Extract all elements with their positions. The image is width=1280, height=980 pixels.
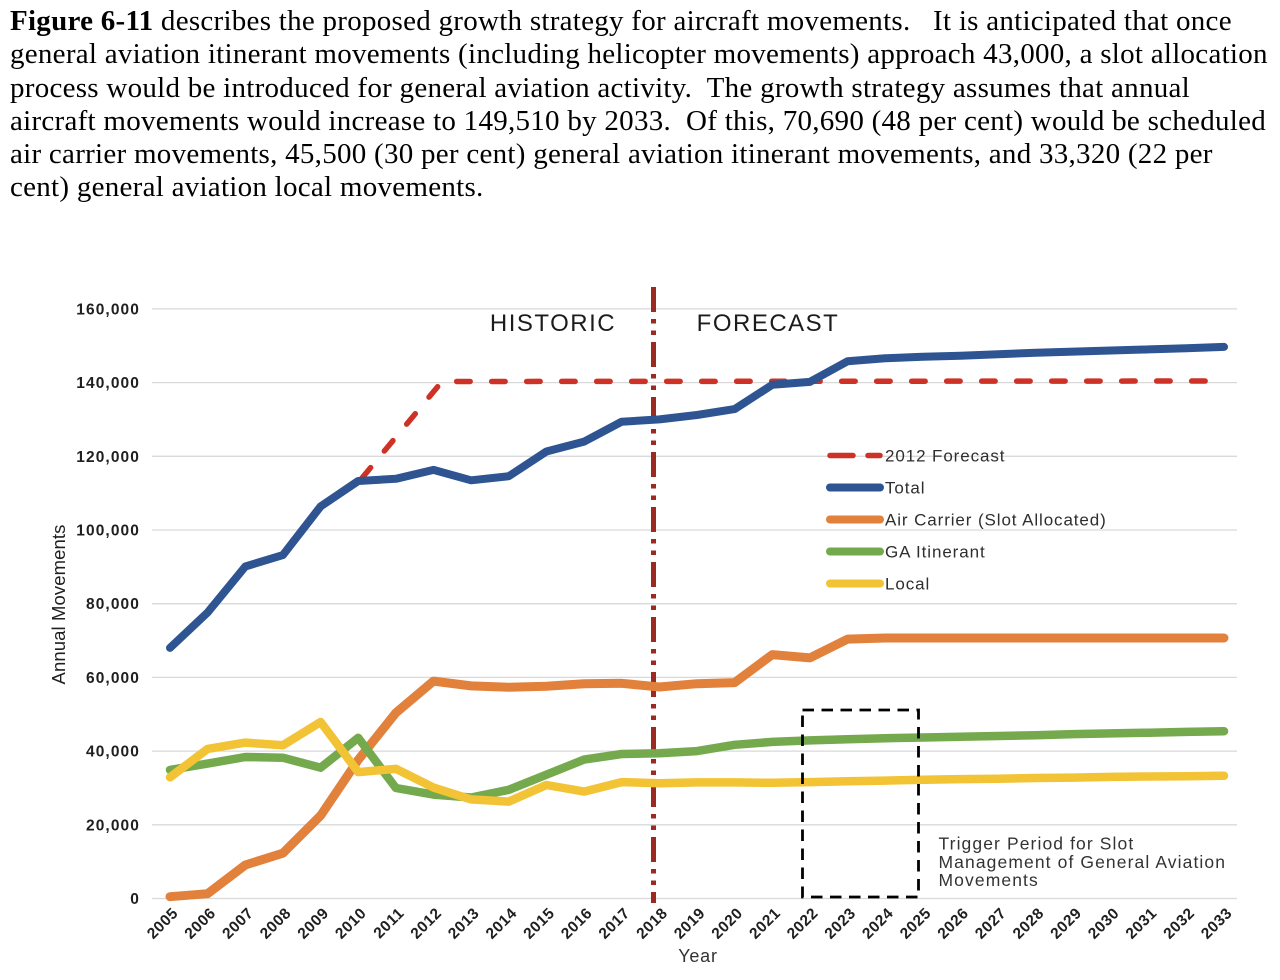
svg-text:Movements: Movements — [939, 870, 1039, 890]
svg-text:2016: 2016 — [558, 905, 596, 943]
svg-text:2027: 2027 — [972, 905, 1010, 943]
svg-text:2025: 2025 — [897, 905, 935, 943]
svg-text:2022: 2022 — [784, 905, 822, 943]
svg-text:Local: Local — [885, 575, 930, 594]
svg-text:100,000: 100,000 — [76, 523, 140, 540]
svg-text:2006: 2006 — [182, 905, 220, 943]
svg-text:2012: 2012 — [408, 905, 446, 943]
svg-text:2032: 2032 — [1160, 905, 1198, 943]
svg-text:120,000: 120,000 — [76, 449, 140, 466]
svg-text:HISTORIC: HISTORIC — [490, 310, 616, 337]
svg-text:140,000: 140,000 — [76, 375, 140, 392]
svg-text:160,000: 160,000 — [76, 301, 140, 318]
svg-text:Air Carrier (Slot Allocated): Air Carrier (Slot Allocated) — [885, 511, 1107, 530]
svg-text:2021: 2021 — [746, 905, 784, 943]
svg-text:2010: 2010 — [332, 905, 370, 943]
svg-text:2023: 2023 — [822, 905, 860, 943]
svg-text:0: 0 — [130, 891, 140, 908]
svg-text:2033: 2033 — [1198, 905, 1236, 943]
svg-text:2012 Forecast: 2012 Forecast — [885, 447, 1005, 466]
svg-text:2018: 2018 — [633, 905, 671, 943]
svg-text:40,000: 40,000 — [86, 744, 140, 761]
svg-text:2031: 2031 — [1123, 905, 1161, 943]
svg-text:2008: 2008 — [257, 905, 295, 943]
svg-text:2014: 2014 — [483, 905, 521, 943]
svg-text:2017: 2017 — [596, 905, 634, 943]
svg-text:Total: Total — [885, 479, 925, 498]
svg-text:2028: 2028 — [1010, 905, 1048, 943]
svg-text:2007: 2007 — [219, 905, 257, 943]
svg-text:2030: 2030 — [1085, 905, 1123, 943]
svg-text:2019: 2019 — [671, 905, 709, 943]
svg-text:Trigger Period for Slot: Trigger Period for Slot — [939, 834, 1135, 854]
svg-text:2013: 2013 — [445, 905, 483, 943]
svg-text:2020: 2020 — [709, 905, 747, 943]
svg-text:Management of General Aviation: Management of General Aviation — [939, 852, 1227, 872]
svg-text:2024: 2024 — [859, 905, 897, 943]
svg-text:2026: 2026 — [935, 905, 973, 943]
svg-text:2011: 2011 — [371, 905, 408, 942]
svg-text:60,000: 60,000 — [86, 670, 140, 687]
svg-text:GA Itinerant: GA Itinerant — [885, 543, 986, 562]
svg-text:2029: 2029 — [1047, 905, 1085, 943]
svg-text:2015: 2015 — [520, 905, 558, 943]
svg-text:FORECAST: FORECAST — [697, 310, 840, 337]
svg-text:Annual Movements: Annual Movements — [48, 525, 69, 685]
svg-text:20,000: 20,000 — [86, 817, 140, 834]
svg-text:Year: Year — [678, 946, 718, 966]
svg-text:2005: 2005 — [144, 905, 182, 943]
svg-text:80,000: 80,000 — [86, 596, 140, 613]
svg-text:2009: 2009 — [295, 905, 333, 943]
